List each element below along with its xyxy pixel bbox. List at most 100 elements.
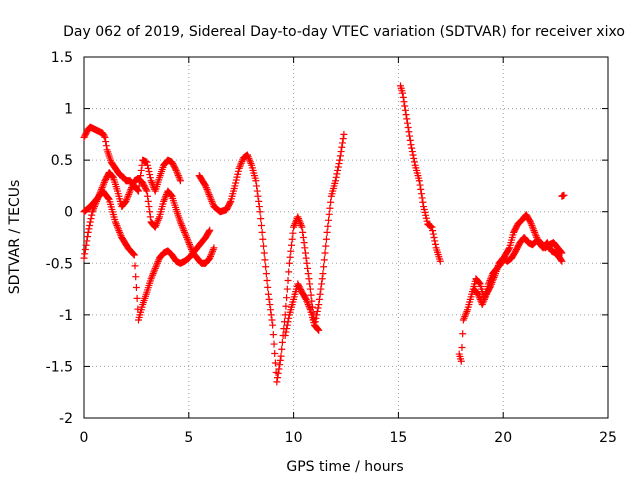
data-point: [235, 164, 243, 172]
data-point: [529, 225, 537, 233]
data-point: [274, 374, 282, 382]
data-point: [243, 151, 251, 159]
data-point: [526, 218, 534, 226]
data-point: [206, 194, 214, 202]
data-point: [321, 249, 329, 257]
data-point: [185, 240, 193, 248]
data-point: [255, 197, 263, 205]
data-point: [298, 223, 306, 231]
data-point: [296, 218, 304, 226]
data-point: [400, 98, 408, 106]
data-point: [275, 365, 283, 373]
data-point: [406, 132, 414, 140]
data-point: [257, 215, 265, 223]
data-point: [86, 221, 94, 229]
data-point: [527, 220, 535, 228]
data-point: [458, 344, 466, 352]
data-point: [320, 256, 328, 264]
data-point: [304, 301, 312, 309]
data-point: [283, 321, 291, 329]
data-point: [299, 234, 307, 241]
data-point: [116, 228, 124, 236]
data-point: [100, 180, 108, 188]
data-point: [489, 275, 497, 283]
data-point: [315, 326, 323, 334]
data-point: [182, 232, 190, 240]
data-point: [128, 182, 136, 190]
data-point: [319, 270, 327, 278]
data-point: [528, 221, 536, 229]
data-point: [151, 266, 159, 274]
data-point: [86, 218, 94, 226]
data-point: [404, 123, 412, 131]
data-point: [153, 220, 161, 228]
data-point: [207, 251, 215, 259]
data-point: [254, 192, 262, 200]
data-point: [460, 314, 468, 322]
data-point: [145, 167, 153, 175]
data-point: [324, 222, 332, 230]
data-point: [155, 215, 163, 223]
data-point: [299, 228, 307, 236]
data-point: [144, 161, 152, 169]
data-point: [129, 180, 137, 188]
data-point: [429, 230, 437, 238]
data-point: [209, 199, 217, 207]
data-point: [340, 130, 348, 138]
data-point: [288, 241, 296, 249]
data-point: [314, 304, 322, 312]
data-point: [186, 242, 194, 250]
data-point: [313, 325, 321, 333]
data-point: [178, 221, 186, 229]
data-point: [307, 291, 315, 299]
data-point: [302, 295, 310, 303]
data-point: [210, 244, 218, 252]
data-point: [122, 197, 130, 205]
data-point: [332, 173, 340, 181]
x-tick-label: 25: [599, 430, 617, 446]
data-point: [245, 154, 253, 162]
data-point: [81, 246, 89, 254]
data-point: [80, 254, 88, 262]
data-point: [147, 177, 155, 185]
data-point: [318, 280, 326, 288]
data-point: [305, 302, 313, 310]
data-point: [487, 280, 495, 288]
data-point: [134, 186, 142, 194]
data-point: [417, 185, 425, 193]
data-point: [176, 218, 184, 226]
data-point: [295, 216, 303, 224]
data-point: [285, 314, 293, 322]
data-point: [303, 259, 311, 267]
data-point: [237, 159, 245, 167]
data-point: [85, 225, 93, 233]
data-point: [336, 156, 344, 164]
data-point: [209, 247, 217, 255]
data-point: [132, 284, 140, 292]
data-point: [111, 218, 119, 226]
data-point: [123, 196, 131, 204]
data-point: [289, 229, 297, 237]
data-point: [430, 234, 438, 241]
x-tick-label: 0: [80, 430, 89, 446]
data-point: [260, 242, 268, 250]
data-series: [455, 211, 566, 365]
data-point: [152, 221, 160, 229]
data-point: [82, 241, 90, 249]
data-point: [268, 316, 276, 324]
data-point: [151, 264, 159, 272]
data-point: [282, 328, 290, 336]
data-point: [244, 153, 252, 161]
data-point: [531, 228, 539, 236]
data-point: [475, 278, 483, 286]
x-tick-label: 5: [184, 430, 193, 446]
data-point: [530, 227, 538, 235]
data-point: [326, 204, 334, 212]
data-point: [181, 228, 189, 236]
data-point: [226, 199, 234, 207]
data-point: [529, 223, 537, 231]
data-points: [80, 82, 568, 386]
data-point: [204, 189, 212, 197]
data-point: [160, 196, 168, 204]
